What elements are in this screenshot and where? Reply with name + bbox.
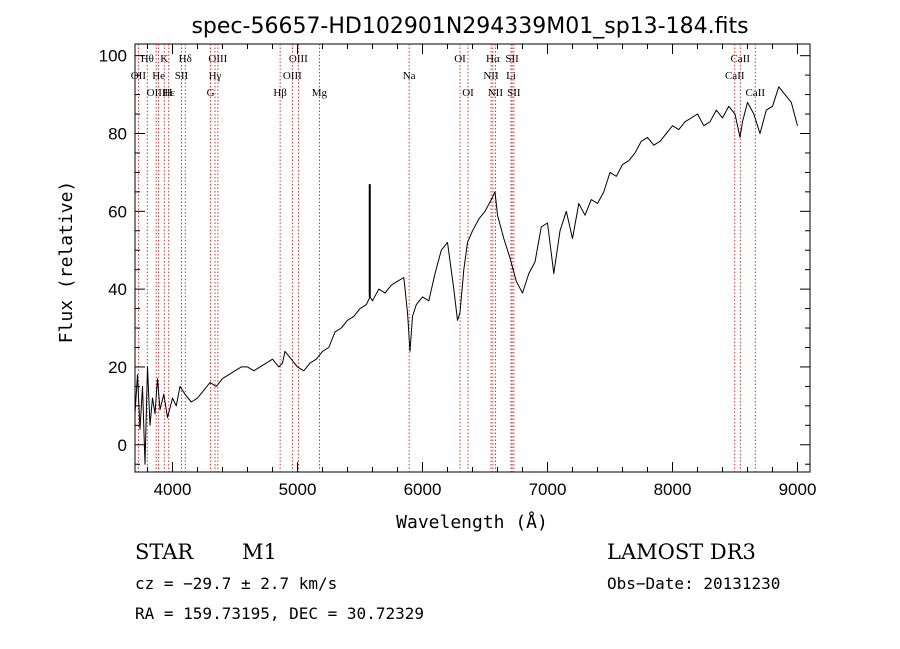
emission-line-label: SII bbox=[507, 87, 521, 99]
y-tick-label: 80 bbox=[108, 124, 127, 143]
object-class: STAR bbox=[135, 540, 194, 564]
x-tick-label: 8000 bbox=[654, 480, 692, 499]
emission-line-label: CaII bbox=[725, 70, 745, 82]
y-tick-label: 0 bbox=[118, 436, 127, 455]
x-tick-label: 7000 bbox=[529, 480, 567, 499]
emission-lines: Hθ K Hδ OIII OIII OI Hα SII CaII OII He SII Hγ OIII Na… bbox=[131, 44, 765, 472]
emission-line-label: OIII bbox=[147, 87, 166, 99]
emission-line-label: OIII bbox=[208, 53, 227, 65]
y-tick-label: 100 bbox=[99, 47, 127, 66]
emission-line-label: Hβ bbox=[273, 87, 287, 99]
emission-line-label: OII bbox=[131, 70, 147, 82]
emission-line-label: OIII bbox=[283, 70, 302, 82]
redshift-cz: cz = −29.7 ± 2.7 km/s bbox=[135, 574, 337, 593]
emission-line-label: K bbox=[160, 53, 168, 65]
x-tick-label: 4000 bbox=[154, 480, 192, 499]
emission-line-label: OIII bbox=[289, 53, 308, 65]
y-tick-label: 40 bbox=[108, 280, 127, 299]
emission-line-label: Hγ bbox=[209, 70, 222, 82]
emission-line-label: CaII bbox=[730, 53, 750, 65]
emission-line-label: Na bbox=[403, 70, 416, 82]
emission-line-label: Hθ bbox=[141, 53, 154, 65]
emission-line-label: NII bbox=[488, 87, 504, 99]
emission-line-label: He bbox=[152, 70, 165, 82]
emission-line-label: Hδ bbox=[179, 53, 192, 65]
x-tick-label: 5000 bbox=[279, 480, 317, 499]
chart-title: spec-56657-HD102901N294339M01_sp13-184.f… bbox=[191, 14, 748, 39]
emission-line-label: OI bbox=[454, 53, 466, 65]
survey-name: LAMOST DR3 bbox=[607, 540, 756, 564]
emission-line-label: NII bbox=[483, 70, 499, 82]
emission-line-label: SII bbox=[505, 53, 519, 65]
obs-date: Obs−Date: 20131230 bbox=[607, 574, 780, 593]
emission-line-label: OI bbox=[462, 87, 474, 99]
y-tick-label: 60 bbox=[108, 202, 127, 221]
axis-ticks: 4000 5000 6000 7000 8000 9000 0 20 40 60 80 100 bbox=[99, 44, 817, 499]
emission-line-label: G bbox=[207, 87, 215, 99]
emission-line-label: Hε bbox=[162, 87, 175, 99]
plot-frame bbox=[134, 43, 811, 473]
x-tick-label: 9000 bbox=[779, 480, 817, 499]
emission-line-label: H bbox=[165, 87, 173, 99]
spectrum-series bbox=[134, 86, 798, 465]
emission-line-label: Mg bbox=[312, 87, 328, 99]
y-axis-label: Flux (relative) bbox=[56, 181, 77, 344]
coordinates: RA = 159.73195, DEC = 30.72329 bbox=[135, 604, 424, 623]
x-tick-label: 6000 bbox=[404, 480, 442, 499]
spectrum-line-flux bbox=[134, 86, 798, 465]
emission-line-label: Hα bbox=[486, 53, 500, 65]
emission-line-label: SII bbox=[175, 70, 189, 82]
emission-line-label: CaII bbox=[745, 87, 765, 99]
emission-line-label: Li bbox=[506, 70, 516, 82]
object-subclass: M1 bbox=[242, 540, 277, 564]
y-tick-label: 20 bbox=[108, 358, 127, 377]
x-axis-label: Wavelength (Å) bbox=[396, 511, 548, 533]
